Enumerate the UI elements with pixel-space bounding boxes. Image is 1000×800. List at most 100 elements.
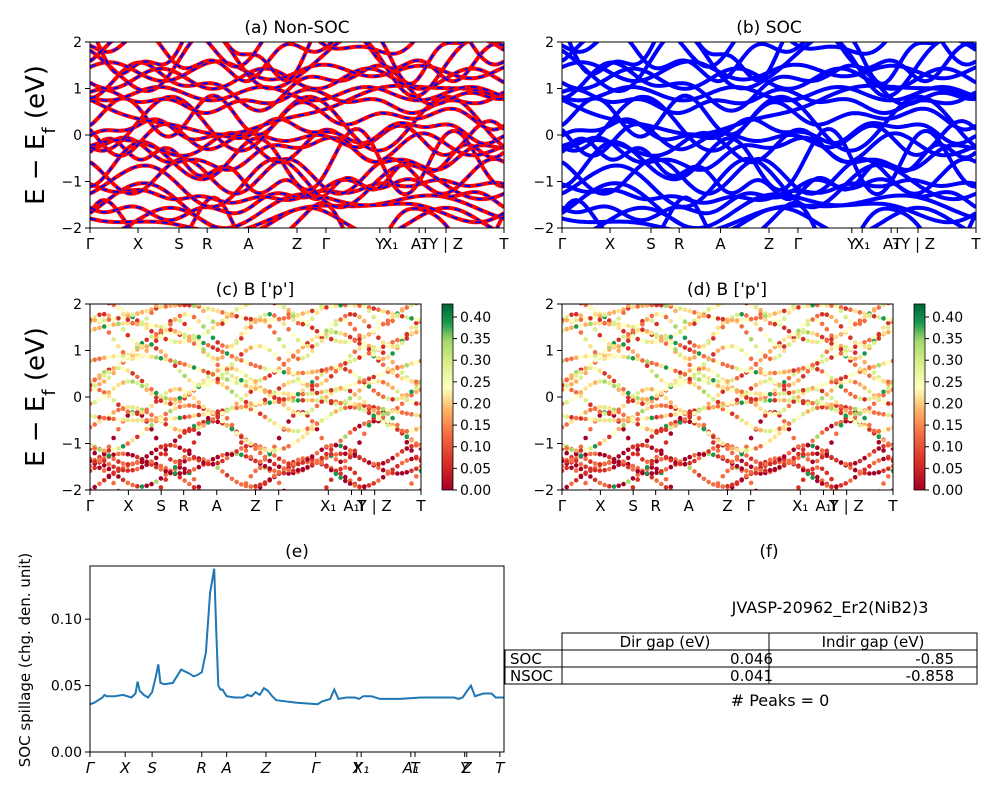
projection-point xyxy=(872,497,877,502)
projection-point xyxy=(725,468,730,474)
projection-point xyxy=(715,392,721,398)
projection-point xyxy=(781,369,787,375)
projection-point xyxy=(824,448,830,454)
projection-point xyxy=(886,427,891,432)
projection-point xyxy=(168,424,173,430)
projection-point xyxy=(592,417,598,423)
projection-point xyxy=(272,420,277,426)
projection-point xyxy=(748,356,754,362)
projection-point xyxy=(848,478,853,483)
projection-point xyxy=(739,389,744,395)
projection-point xyxy=(763,468,768,473)
colorbar-tick-label: 0.15 xyxy=(932,418,963,434)
projection-point xyxy=(663,341,669,346)
projection-point xyxy=(324,485,329,490)
projection-point xyxy=(139,413,145,418)
projection-point xyxy=(220,366,225,372)
projection-point xyxy=(640,408,645,414)
projection-point xyxy=(281,426,287,431)
projection-point xyxy=(376,465,381,471)
projection-point xyxy=(390,344,395,349)
projection-point xyxy=(291,317,296,323)
table-cell: 0.041 xyxy=(730,667,773,685)
projection-point xyxy=(130,371,135,376)
projection-point xyxy=(300,356,306,361)
projection-point xyxy=(687,419,692,425)
projection-point xyxy=(106,444,112,450)
projection-point xyxy=(144,426,149,432)
colorbar-tick-label: 0.20 xyxy=(460,396,491,412)
projection-point xyxy=(130,320,135,326)
projection-point xyxy=(182,284,187,289)
projection-point xyxy=(663,304,669,309)
projection-point xyxy=(300,428,306,433)
projection-point xyxy=(829,423,834,429)
projection-point xyxy=(286,327,291,332)
projection-point xyxy=(333,409,339,414)
projection-point xyxy=(362,318,367,324)
projection-point xyxy=(239,404,244,410)
projection-point xyxy=(309,424,315,429)
projection-point xyxy=(248,385,254,390)
projection-point xyxy=(767,457,773,463)
projection-point xyxy=(267,389,273,395)
projection-point xyxy=(659,403,664,408)
gap-table: Dir gap (eV) Indir gap (eV) SOC 0.046 -0… xyxy=(504,632,978,685)
projection-point xyxy=(881,304,886,308)
projection-point xyxy=(767,411,773,416)
projection-point xyxy=(135,418,140,423)
projection-point xyxy=(677,382,683,388)
projection-point xyxy=(309,387,315,392)
projection-point xyxy=(597,409,603,415)
projection-point xyxy=(92,414,97,420)
projection-point xyxy=(106,370,112,375)
y-tick-label: 2 xyxy=(73,35,82,51)
projection-point xyxy=(890,458,893,464)
projection-point xyxy=(729,482,735,488)
projection-point xyxy=(644,471,650,476)
projection-point xyxy=(744,313,749,318)
projection-point xyxy=(701,354,707,359)
projection-point xyxy=(824,381,830,387)
projection-point xyxy=(229,389,235,394)
projection-point xyxy=(564,317,569,323)
projection-point xyxy=(876,392,882,398)
projection-point xyxy=(182,393,187,399)
projection-point xyxy=(796,464,801,469)
projection-point xyxy=(168,358,173,363)
projection-point xyxy=(871,449,877,454)
projection-point xyxy=(120,311,126,317)
projection-point xyxy=(272,317,277,323)
projection-point xyxy=(607,374,612,380)
projection-point xyxy=(578,313,584,319)
projection-point xyxy=(569,325,574,331)
projection-point xyxy=(153,304,159,308)
projection-point xyxy=(281,488,287,490)
projection-point xyxy=(101,394,107,399)
projection-point xyxy=(352,326,358,332)
projection-point xyxy=(239,434,244,440)
projection-point xyxy=(753,321,759,327)
projection-point xyxy=(654,448,659,453)
projection-point xyxy=(239,331,244,337)
peaks-count: # Peaks = 0 xyxy=(731,691,830,710)
projection-point xyxy=(257,411,263,417)
projection-point xyxy=(376,478,381,483)
projection-point xyxy=(182,466,187,472)
x-tick-label: X₁ xyxy=(352,759,369,777)
projection-point xyxy=(201,491,206,496)
projection-point xyxy=(130,405,135,410)
projection-point xyxy=(696,422,702,428)
projection-point xyxy=(781,391,787,396)
projection-point xyxy=(362,353,367,358)
projection-point xyxy=(602,482,607,488)
projection-point xyxy=(314,426,320,432)
projection-point xyxy=(800,443,806,448)
band-line-overlay xyxy=(90,157,504,195)
projection-point xyxy=(862,455,867,461)
projection-point xyxy=(562,328,565,333)
projection-point xyxy=(404,315,410,320)
projection-point xyxy=(291,409,296,415)
projection-point xyxy=(390,397,395,402)
